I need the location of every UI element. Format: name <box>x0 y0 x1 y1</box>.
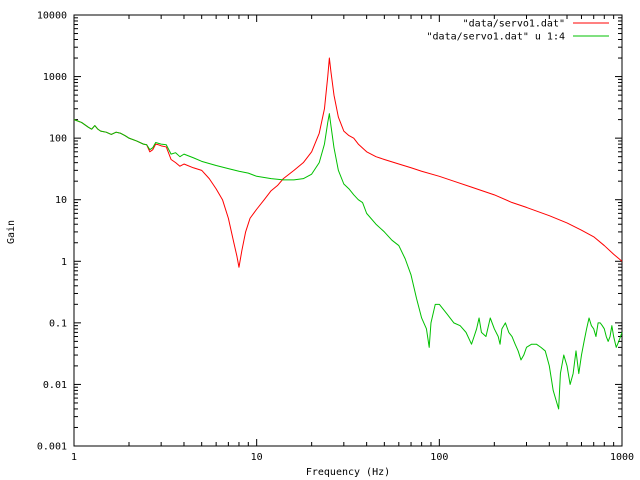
y-tick-label: 100 <box>49 134 67 145</box>
y-tick-label: 1000 <box>43 72 67 83</box>
legend-label-1: "data/servo1.dat" <box>463 19 565 30</box>
y-tick-label: 0.1 <box>49 318 67 329</box>
series-lines <box>73 57 623 410</box>
x-tick-label: 10 <box>251 452 263 463</box>
plot-frame <box>73 14 623 447</box>
series-line-2 <box>73 113 623 410</box>
series-line-1 <box>73 57 623 268</box>
y-tick-label: 0.01 <box>43 380 67 391</box>
axis-tick-labels: 1 10 100 1000 0.001 0.01 0.1 1 10 100 1000 10000 <box>37 11 634 464</box>
y-tick-label: 1 <box>61 257 67 268</box>
y-tick-label: 10 <box>55 195 67 206</box>
y-axis-label: Gain <box>6 220 17 244</box>
x-tick-label: 1000 <box>610 452 634 463</box>
y-tick-label: 10000 <box>37 11 67 22</box>
y-tick-label: 0.001 <box>37 442 67 453</box>
x-axis-label: Frequency (Hz) <box>306 467 390 478</box>
legend: "data/servo1.dat" "data/servo1.dat" u 1:4 <box>427 19 609 43</box>
x-tick-label: 1 <box>71 452 77 463</box>
x-tick-label: 100 <box>430 452 448 463</box>
legend-label-2: "data/servo1.dat" u 1:4 <box>427 32 565 43</box>
axis-ticks <box>73 14 623 447</box>
